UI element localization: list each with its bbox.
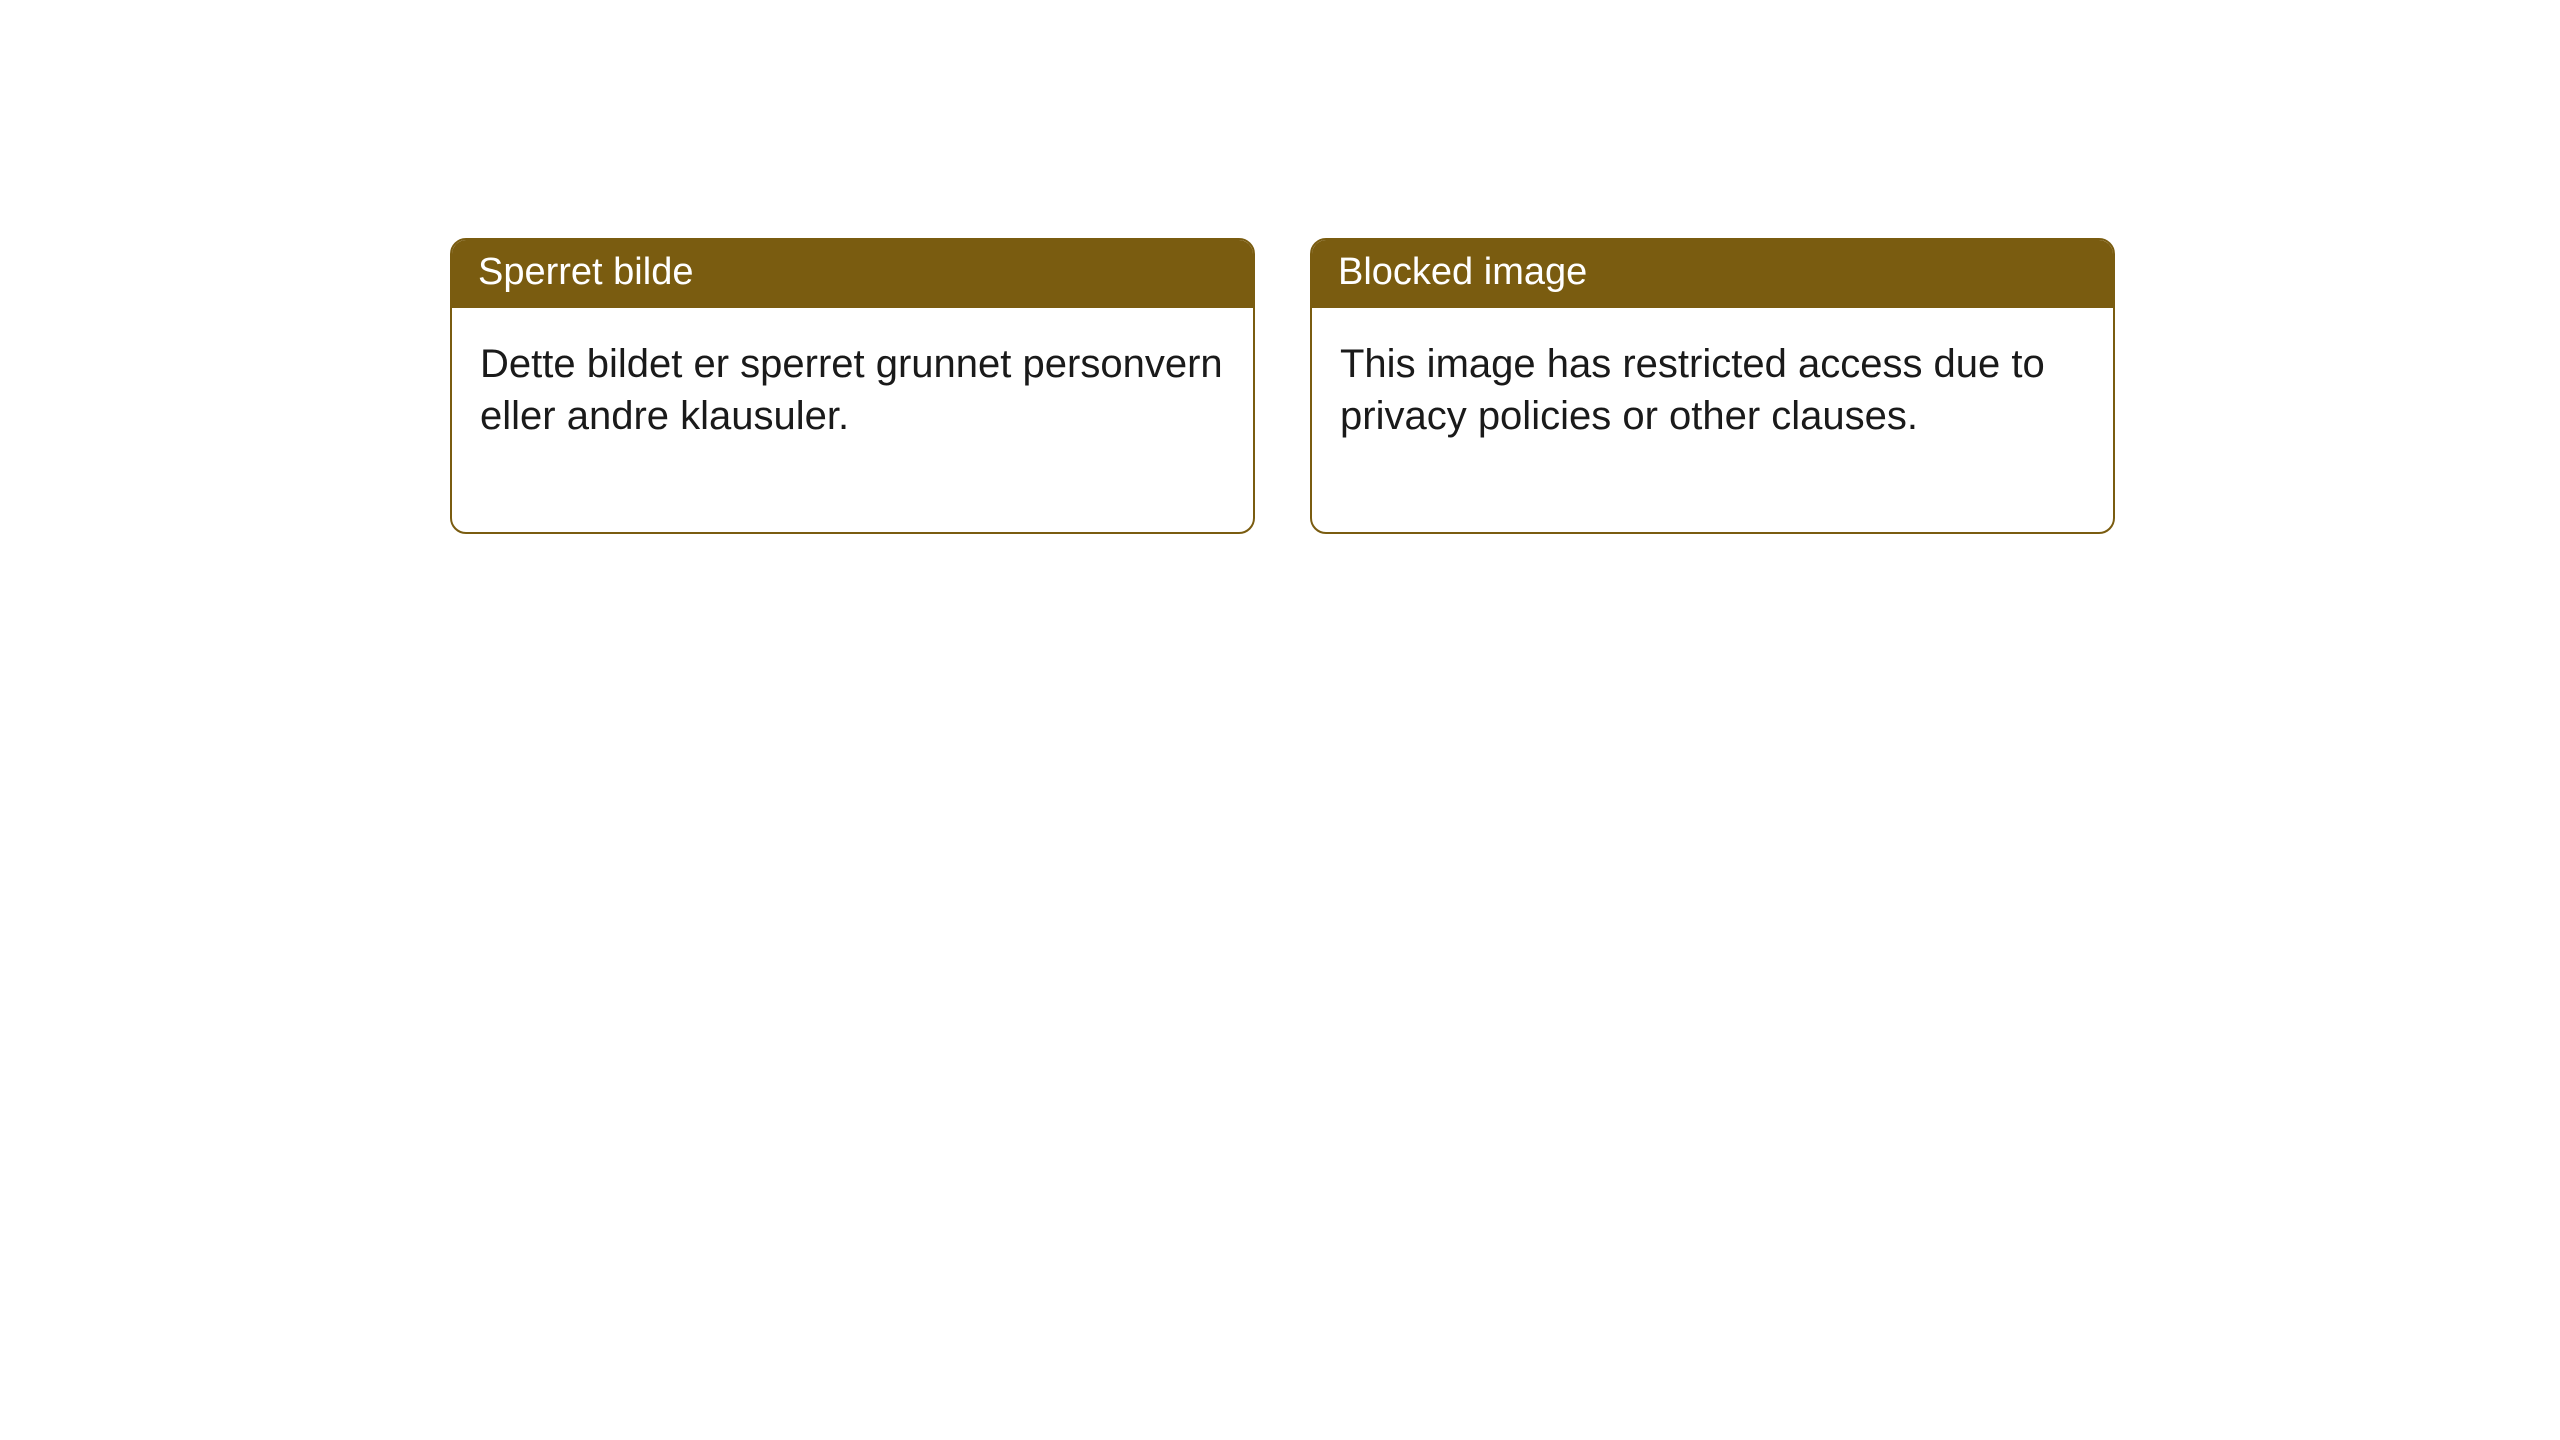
- notice-body: Dette bildet er sperret grunnet personve…: [452, 308, 1253, 532]
- notice-body: This image has restricted access due to …: [1312, 308, 2113, 532]
- notice-container: Sperret bilde Dette bildet er sperret gr…: [450, 238, 2115, 534]
- notice-title: Sperret bilde: [452, 240, 1253, 308]
- notice-card-norwegian: Sperret bilde Dette bildet er sperret gr…: [450, 238, 1255, 534]
- notice-card-english: Blocked image This image has restricted …: [1310, 238, 2115, 534]
- notice-title: Blocked image: [1312, 240, 2113, 308]
